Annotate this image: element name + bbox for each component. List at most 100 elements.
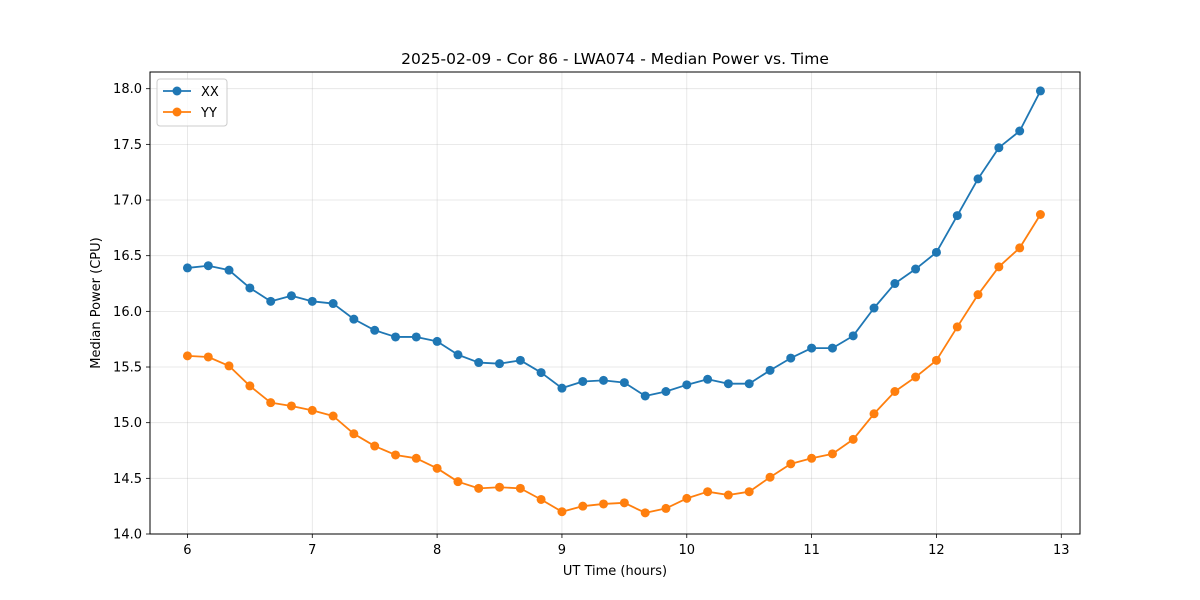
data-point-yy bbox=[640, 508, 650, 518]
data-point-yy bbox=[203, 352, 213, 362]
data-point-xx bbox=[1035, 86, 1045, 96]
data-point-xx bbox=[536, 368, 546, 378]
legend: XX YY bbox=[156, 78, 228, 127]
data-point-xx bbox=[432, 336, 442, 346]
y-tick-label: 17.0 bbox=[113, 194, 142, 209]
data-point-yy bbox=[911, 372, 921, 382]
legend-label-xx: XX bbox=[201, 85, 219, 100]
data-point-xx bbox=[286, 291, 296, 301]
data-point-xx bbox=[182, 263, 192, 273]
y-tick-label: 16.5 bbox=[113, 249, 142, 264]
x-tick-label: 6 bbox=[183, 543, 191, 558]
y-tick-label: 16.0 bbox=[113, 305, 142, 320]
data-point-yy bbox=[578, 501, 588, 511]
data-point-yy bbox=[286, 401, 296, 411]
data-point-yy bbox=[1015, 243, 1025, 253]
data-point-xx bbox=[578, 376, 588, 386]
x-tick-label: 9 bbox=[558, 543, 566, 558]
x-tick-label: 13 bbox=[1053, 543, 1070, 558]
y-tick-label: 18.0 bbox=[113, 82, 142, 97]
data-point-yy bbox=[536, 494, 546, 504]
plot-frame bbox=[149, 71, 1081, 535]
data-point-yy bbox=[869, 409, 879, 419]
data-point-yy bbox=[703, 487, 713, 497]
data-point-xx bbox=[245, 283, 255, 293]
data-point-xx bbox=[807, 343, 817, 353]
data-point-yy bbox=[723, 490, 733, 500]
data-point-yy bbox=[827, 449, 837, 459]
data-point-yy bbox=[432, 463, 442, 473]
data-point-yy bbox=[994, 262, 1004, 272]
ticks: 6 7 8 9 10 11 12 13 14.0 14.5 15.0 15.5 16.0 16.5 17.0… bbox=[113, 82, 1070, 558]
x-tick-label: 12 bbox=[928, 543, 945, 558]
data-point-yy bbox=[807, 453, 817, 463]
data-point-yy bbox=[557, 507, 567, 517]
data-point-yy bbox=[411, 453, 421, 463]
data-point-xx bbox=[911, 264, 921, 274]
data-point-yy bbox=[391, 450, 401, 460]
data-point-yy bbox=[245, 381, 255, 391]
data-point-xx bbox=[203, 261, 213, 271]
x-tick-label: 8 bbox=[433, 543, 441, 558]
data-point-yy bbox=[370, 441, 380, 451]
x-tick-label: 10 bbox=[679, 543, 696, 558]
data-point-yy bbox=[931, 355, 941, 365]
data-point-xx bbox=[931, 247, 941, 257]
data-point-yy bbox=[890, 387, 900, 397]
data-point-xx bbox=[682, 380, 692, 390]
data-point-xx bbox=[703, 374, 713, 384]
data-point-yy bbox=[474, 483, 484, 493]
data-point-yy bbox=[224, 361, 234, 371]
data-point-xx bbox=[411, 332, 421, 342]
data-point-yy bbox=[682, 493, 692, 503]
data-point-xx bbox=[994, 143, 1004, 153]
data-point-xx bbox=[266, 296, 276, 306]
data-point-yy bbox=[952, 322, 962, 332]
data-point-xx bbox=[619, 378, 629, 388]
legend-label-yy: YY bbox=[200, 106, 217, 121]
data-point-yy bbox=[661, 503, 671, 513]
data-point-yy bbox=[848, 434, 858, 444]
y-tick-label: 14.0 bbox=[113, 528, 142, 543]
x-axis-label: UT Time (hours) bbox=[563, 564, 667, 579]
data-point-yy bbox=[349, 429, 359, 439]
data-point-xx bbox=[557, 383, 567, 393]
data-point-yy bbox=[599, 499, 609, 509]
data-point-yy bbox=[182, 351, 192, 361]
data-point-xx bbox=[827, 343, 837, 353]
data-point-xx bbox=[349, 314, 359, 324]
x-tick-label: 7 bbox=[308, 543, 316, 558]
data-point-yy bbox=[495, 482, 505, 492]
data-point-xx bbox=[453, 350, 463, 360]
data-point-xx bbox=[744, 379, 754, 389]
y-axis-label: Median Power (CPU) bbox=[89, 237, 104, 368]
data-point-yy bbox=[328, 411, 338, 421]
chart-title: 2025-02-09 - Cor 86 - LWA074 - Median Po… bbox=[401, 50, 829, 68]
legend-marker-yy bbox=[172, 107, 182, 117]
data-point-xx bbox=[391, 332, 401, 342]
data-point-yy bbox=[515, 483, 525, 493]
x-tick-label: 11 bbox=[803, 543, 820, 558]
y-tick-label: 17.5 bbox=[113, 138, 142, 153]
data-point-xx bbox=[474, 358, 484, 368]
data-point-yy bbox=[786, 459, 796, 469]
data-point-xx bbox=[786, 353, 796, 363]
legend-marker-xx bbox=[172, 86, 182, 96]
y-tick-label: 14.5 bbox=[113, 472, 142, 487]
data-point-xx bbox=[495, 359, 505, 369]
data-point-xx bbox=[1015, 126, 1025, 136]
data-point-xx bbox=[765, 365, 775, 375]
data-point-xx bbox=[890, 279, 900, 289]
data-point-xx bbox=[307, 296, 317, 306]
data-point-yy bbox=[266, 398, 276, 408]
data-point-xx bbox=[661, 387, 671, 397]
data-point-xx bbox=[640, 391, 650, 401]
data-point-xx bbox=[723, 379, 733, 389]
data-point-xx bbox=[370, 325, 380, 335]
data-point-yy bbox=[744, 487, 754, 497]
data-point-xx bbox=[224, 265, 234, 275]
data-point-yy bbox=[453, 477, 463, 487]
data-point-yy bbox=[619, 498, 629, 508]
data-point-xx bbox=[869, 303, 879, 313]
